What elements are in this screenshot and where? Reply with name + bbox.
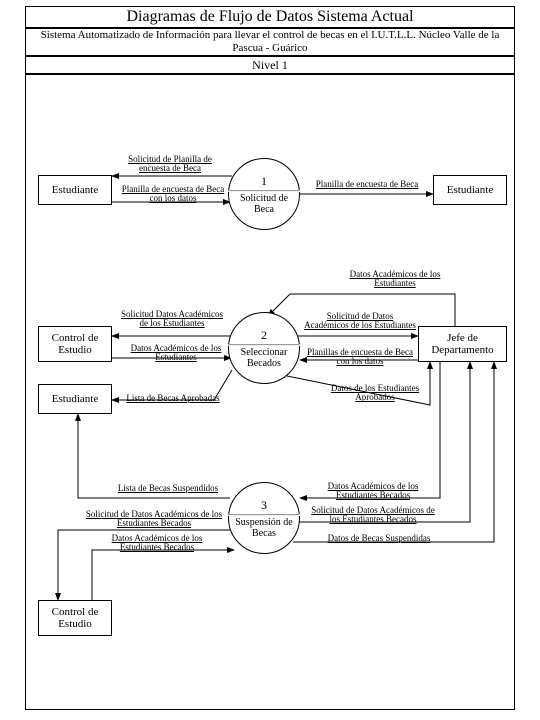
process-1: 1 Solicitud de Beca [228,158,300,230]
process-3: 3 Suspensión de Becas [228,482,300,554]
flow-label: Datos Académicos de los Estudiantes Beca… [92,534,222,553]
process-label: Seleccionar Becados [229,347,299,369]
level-box: Nivel 1 [25,56,515,74]
entity-label: Control de Estudio [41,332,109,356]
flow-label: Solicitud de Planilla de encuesta de Bec… [118,155,222,174]
flow-text: Datos Académicos de los Estudiantes [131,343,222,362]
flow-text: Datos Académicos de los Estudiantes Beca… [328,481,419,500]
process-number: 3 [261,498,267,513]
process-number: 1 [261,174,267,189]
flow-text: Solicitud de Datos Académicos de los Est… [311,505,434,524]
flow-text: Planilla de encuesta de Beca [316,179,418,189]
process-divider [228,190,300,192]
process-divider [228,344,300,346]
flow-text: Planilla de encuesta de Beca con los dat… [122,184,224,203]
process-divider [228,514,300,516]
flow-label: Datos Académicos de los Estudiantes [126,344,226,363]
flow-label: Planilla de encuesta de Beca con los dat… [118,185,228,204]
flow-label: Solicitud de Datos Académicos de los Est… [304,312,416,331]
page: Diagramas de Flujo de Datos Sistema Actu… [0,0,540,720]
entity-label: Estudiante [52,184,98,196]
entity-control-estudio-2: Control de Estudio [38,600,112,636]
flow-label: Datos de los Estudiantes Aprobados [320,384,430,403]
flow-label: Datos Académicos de los Estudiantes [340,270,450,289]
process-label: Solicitud de Beca [229,193,299,215]
entity-label: Jefe de Departamento [421,332,504,356]
page-title: Diagramas de Flujo de Datos Sistema Actu… [126,8,413,26]
entity-control-estudio: Control de Estudio [38,326,112,362]
flow-label: Planillas de encuesta de Beca con los da… [304,348,416,367]
flow-text: Solicitud Datos Académicos de los Estudi… [121,309,223,328]
entity-estudiante-left: Estudiante [38,175,112,205]
process-2: 2 Seleccionar Becados [228,312,300,384]
page-subtitle: Sistema Automatizado de Información para… [32,29,508,54]
flow-text: Lista de Becas Suspendidos [118,483,218,493]
entity-label: Control de Estudio [41,606,109,630]
process-number: 2 [261,328,267,343]
flow-label: Datos de Becas Suspendidas [314,534,444,543]
flow-text: Solicitud de Datos Académicos de los Est… [86,509,222,528]
entity-jefe-departamento: Jefe de Departamento [418,326,507,362]
entity-label: Estudiante [52,393,98,405]
entity-label: Estudiante [447,184,493,196]
entity-estudiante-right: Estudiante [433,175,507,205]
flow-text: Lista de Becas Aprobadas [126,393,219,403]
flow-text: Planillas de encuesta de Beca con los da… [307,347,413,366]
flow-text: Datos de los Estudiantes Aprobados [331,383,419,402]
flow-text: Datos Académicos de los Estudiantes [350,269,441,288]
flow-text: Datos de Becas Suspendidas [328,533,431,543]
flow-label: Planilla de encuesta de Beca [312,180,422,189]
flow-text: Solicitud de Datos Académicos de los Est… [304,311,416,330]
flow-label: Solicitud de Datos Académicos de los Est… [82,510,226,529]
flow-label: Lista de Becas Suspendidos [110,484,226,493]
title-box: Diagramas de Flujo de Datos Sistema Actu… [25,6,515,28]
entity-estudiante-mid: Estudiante [38,384,112,414]
process-label: Suspensión de Becas [229,517,299,539]
subtitle-box: Sistema Automatizado de Información para… [25,28,515,56]
flow-label: Lista de Becas Aprobadas [120,394,226,403]
flow-text: Datos Académicos de los Estudiantes Beca… [112,533,203,552]
flow-label: Datos Académicos de los Estudiantes Beca… [308,482,438,501]
flow-label: Solicitud de Datos Académicos de los Est… [306,506,440,525]
flow-label: Solicitud Datos Académicos de los Estudi… [118,310,226,329]
flow-text: Solicitud de Planilla de encuesta de Bec… [128,154,212,173]
page-level: Nivel 1 [252,58,288,73]
